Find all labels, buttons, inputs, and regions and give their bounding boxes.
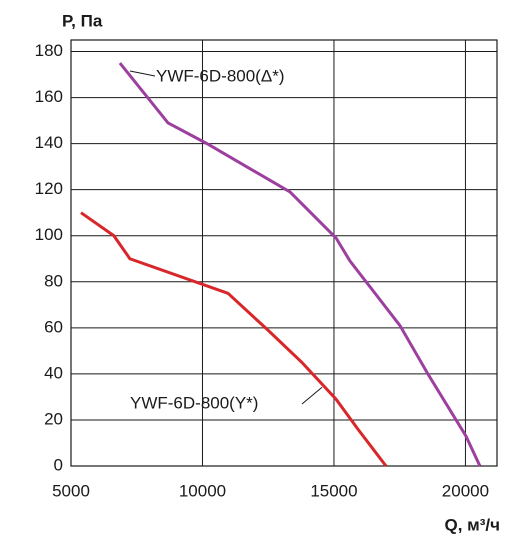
y-tick-label: 80: [44, 271, 63, 290]
series-label: YWF-6D-800(Δ*): [156, 66, 284, 85]
curve: [80, 211, 388, 467]
x-tick-label: 15000: [310, 481, 357, 500]
y-tick-label: 140: [35, 133, 63, 152]
y-tick-label: 0: [54, 455, 63, 474]
y-tick-label: 60: [44, 317, 63, 336]
leader-line: [129, 70, 156, 77]
curve: [118, 62, 482, 467]
leader-line: [301, 386, 323, 405]
x-axis-title: Q, м³/ч: [445, 515, 501, 534]
y-tick-label: 120: [35, 179, 63, 198]
x-tick-label: 5000: [52, 481, 90, 500]
x-tick-label: 20000: [442, 481, 489, 500]
y-tick-label: 180: [35, 41, 63, 60]
x-tick-label: 10000: [179, 481, 226, 500]
series-label: YWF-6D-800(Y*): [130, 393, 258, 412]
y-axis-title: P, Па: [62, 11, 103, 30]
y-tick-label: 100: [35, 225, 63, 244]
y-tick-label: 160: [35, 87, 63, 106]
y-tick-label: 40: [44, 363, 63, 382]
y-tick-label: 20: [44, 409, 63, 428]
